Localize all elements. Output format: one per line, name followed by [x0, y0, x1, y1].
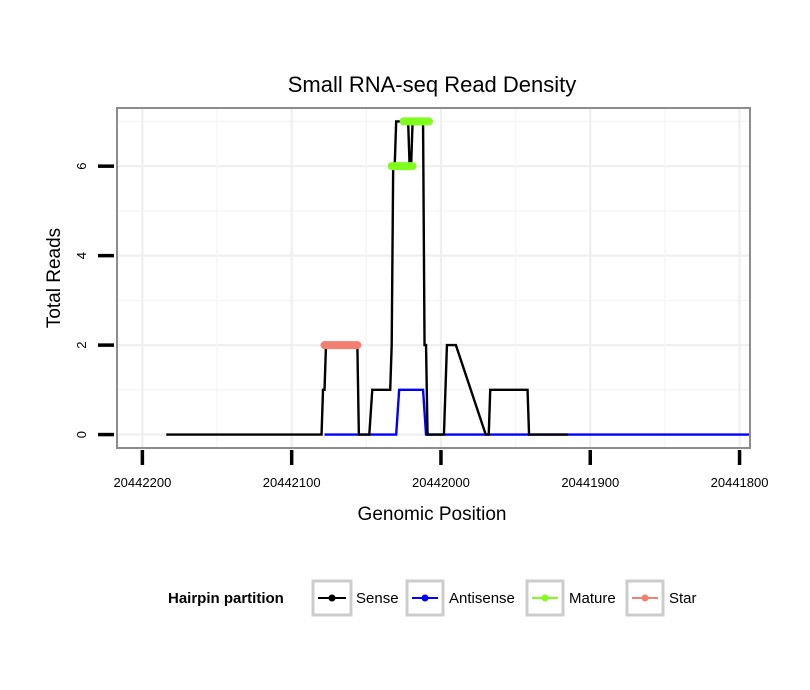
legend-label-sense: Sense [356, 590, 399, 607]
series-layer [166, 117, 750, 436]
legend-label-mature: Mature [569, 590, 616, 607]
antisense-line [324, 388, 750, 436]
y-tick-label: 4 [74, 252, 89, 259]
legend-dot-mature [541, 594, 549, 602]
legend-title: Hairpin partition [168, 590, 284, 607]
plot-border [116, 107, 751, 449]
legend-dot-star [641, 594, 649, 602]
x-tick-label: 20441800 [711, 475, 769, 490]
plot-panel [117, 108, 750, 448]
x-tick-label: 20442200 [113, 475, 171, 490]
y-axis: 0 2 4 6 [74, 163, 114, 438]
y-tick-label: 2 [74, 341, 89, 348]
legend-dot-sense [328, 594, 336, 602]
y-tick-label: 0 [74, 431, 89, 438]
x-axis-label: Genomic Position [358, 504, 507, 525]
legend-label-antisense: Antisense [449, 590, 515, 607]
y-tick-label: 6 [74, 163, 89, 170]
chart-title: Small RNA-seq Read Density [288, 72, 577, 97]
legend-label-star: Star [669, 590, 697, 607]
x-tick-label: 20442000 [412, 475, 470, 490]
x-axis: 20442200 20442100 20442000 20441900 20441800 [113, 450, 768, 490]
x-tick-label: 20442100 [263, 475, 321, 490]
legend-dot-antisense [421, 594, 429, 602]
legend: Hairpin partition Sense Antisense Mature St… [168, 579, 697, 617]
grid [117, 108, 750, 448]
x-tick-label: 20441900 [561, 475, 619, 490]
y-axis-label: Total Reads [44, 228, 65, 328]
